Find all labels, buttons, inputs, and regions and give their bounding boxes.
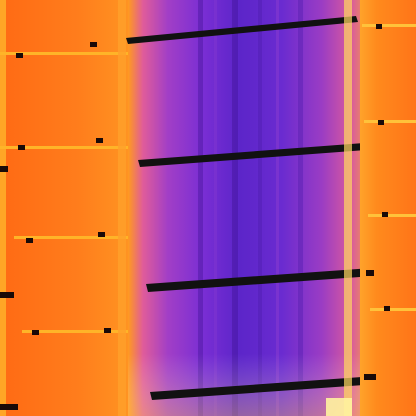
right-dark-clips (364, 24, 390, 380)
hot-edges (344, 0, 352, 416)
middle-panel-strip (126, 0, 378, 416)
left-cell-seams (0, 52, 140, 333)
right-cell-seams (362, 24, 416, 311)
right-panel-column (360, 0, 416, 416)
left-panel-column (0, 0, 140, 416)
left-dark-clips (0, 42, 140, 410)
panel-frame-bars (126, 16, 378, 400)
